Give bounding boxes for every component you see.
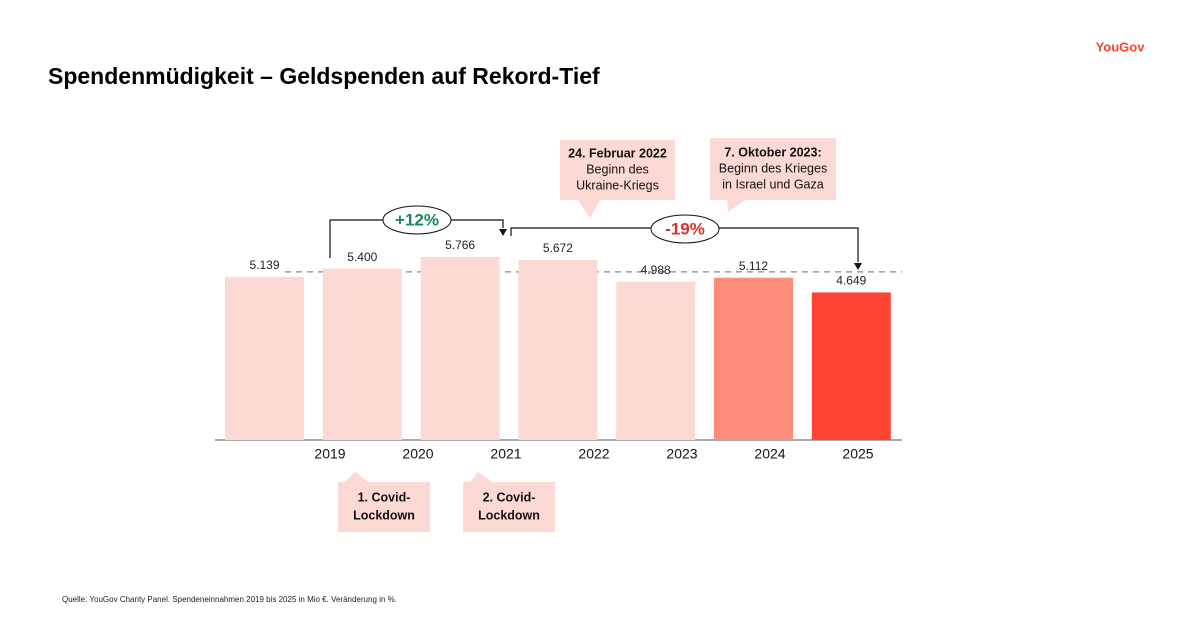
logo: YouGov — [1096, 39, 1146, 54]
callout-text: 24. Februar 2022 — [568, 146, 667, 160]
bar — [811, 292, 891, 440]
value-label: 4.649 — [836, 274, 866, 288]
callout-text: Beginn des — [586, 162, 649, 176]
value-label: 4.988 — [641, 263, 671, 277]
callout-text: Lockdown — [353, 508, 415, 522]
bar — [225, 276, 304, 440]
change-badge — [382, 205, 452, 235]
callout-text: in Israel und Gaza — [722, 177, 823, 191]
callout-text: Beginn des Krieges — [719, 161, 827, 175]
callout-box — [710, 138, 836, 200]
x-tick-label: 2020 — [402, 446, 433, 462]
arrow-head — [499, 229, 507, 236]
source: Quelle: YouGov Charity Panel. Spendenein… — [62, 595, 397, 604]
bar — [714, 277, 793, 440]
arrow-head — [854, 263, 862, 270]
callout-box — [338, 482, 430, 532]
callout-pointer — [345, 472, 368, 482]
change-label: +12% — [395, 210, 439, 229]
x-tick-label: 2019 — [314, 446, 345, 462]
value-label: 5.766 — [445, 238, 475, 252]
callout-box — [560, 140, 675, 200]
callout-text: 2. Covid- — [483, 490, 536, 504]
x-tick-label: 2022 — [578, 446, 609, 462]
callout-text: Lockdown — [478, 508, 540, 522]
value-label: 5.139 — [249, 258, 279, 272]
x-tick-label: 2023 — [666, 446, 697, 462]
bar — [322, 268, 402, 440]
callout-pointer — [470, 472, 492, 482]
bar — [518, 259, 598, 440]
x-tick-label: 2024 — [754, 446, 785, 462]
change-label: -19% — [665, 219, 705, 238]
callout-text: 7. Oktober 2023: — [724, 145, 821, 159]
value-label: 5.672 — [543, 241, 573, 255]
chart-title: Spendenmüdigkeit – Geldspenden auf Rekor… — [48, 63, 600, 89]
x-tick-label: 2025 — [842, 446, 873, 462]
bar — [420, 257, 500, 440]
callout-text: 1. Covid- — [358, 490, 411, 504]
value-label: 5.112 — [739, 259, 768, 273]
callout-text: Ukraine-Kriegs — [576, 178, 659, 192]
value-label: 5.400 — [347, 250, 377, 264]
callout-pointer — [578, 200, 600, 218]
change-badge — [650, 214, 720, 244]
callout-pointer — [727, 200, 745, 212]
bar — [616, 281, 696, 440]
callout-box — [463, 482, 555, 532]
x-tick-label: 2021 — [490, 446, 521, 462]
